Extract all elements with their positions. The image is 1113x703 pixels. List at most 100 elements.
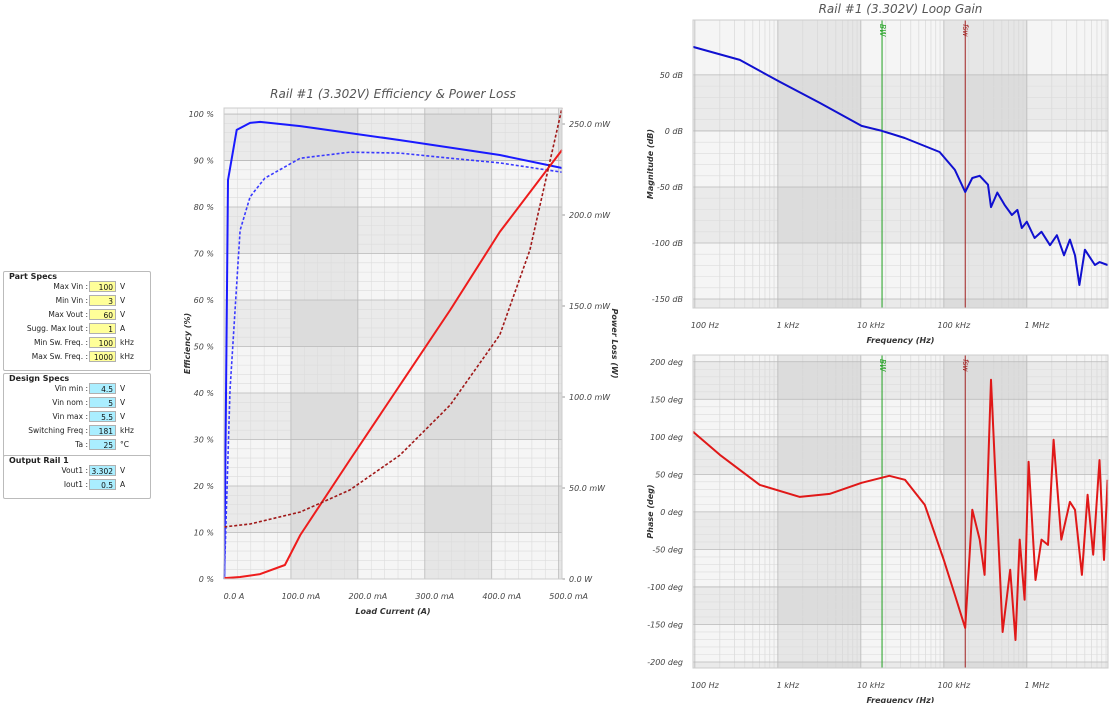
field-unit: V xyxy=(120,296,126,305)
y-tick-label: 200 deg xyxy=(650,358,683,367)
series-line xyxy=(223,120,563,580)
field-input[interactable]: 181 xyxy=(89,425,116,436)
field-input[interactable]: 5 xyxy=(89,397,116,408)
plot-frame xyxy=(692,19,1109,309)
field-label: Max Sw. Freq. : xyxy=(31,352,88,361)
x-axis-label: Frequency (Hz) xyxy=(867,696,935,703)
field-unit: kHz xyxy=(120,352,134,361)
field-unit: V xyxy=(120,412,126,421)
field-label: Switching Freq : xyxy=(28,426,88,435)
field-label: Iout1 : xyxy=(63,480,88,489)
chart-title: Rail #1 (3.302V) Efficiency & Power Loss xyxy=(270,87,516,101)
x-tick-label: 1 kHz xyxy=(777,681,800,690)
chart-title: Rail #1 (3.302V) Loop Gain xyxy=(819,2,983,16)
y-tick-label: 50 % xyxy=(194,343,214,352)
field-input[interactable]: 1000 xyxy=(89,351,116,362)
field-input[interactable]: 60 xyxy=(89,309,116,320)
y-tick-label: 0 dB xyxy=(665,127,683,136)
y2-tick-label: 200.0 mW xyxy=(569,211,611,220)
y-tick-label: 70 % xyxy=(194,250,214,259)
field-input[interactable]: 100 xyxy=(89,281,116,292)
band xyxy=(290,108,358,579)
y2-tick-label: 250.0 mW xyxy=(569,120,611,129)
field-input[interactable]: 5.5 xyxy=(89,411,116,422)
x-tick-label: 500.0 mA xyxy=(549,592,588,601)
band xyxy=(224,300,562,347)
series-line xyxy=(223,151,563,580)
marker-label: BW xyxy=(878,24,887,37)
field-label: Vout1 : xyxy=(61,466,88,475)
field-unit: A xyxy=(120,480,126,489)
field-unit: A xyxy=(120,324,126,333)
y-tick-label: -200 deg xyxy=(647,658,683,667)
x-tick-label: 100 Hz xyxy=(691,681,720,690)
series-line xyxy=(692,45,1108,286)
band xyxy=(224,207,562,254)
plot-background xyxy=(224,108,562,579)
y-tick-label: 10 % xyxy=(194,529,214,538)
field-input[interactable]: 0.5 xyxy=(89,479,116,490)
y-tick-label: 90 % xyxy=(194,157,214,166)
field-unit: V xyxy=(120,282,126,291)
field-label: Sugg. Max Iout : xyxy=(26,324,88,333)
series-line xyxy=(224,107,563,528)
x-tick-label: 10 kHz xyxy=(857,681,885,690)
x-tick-label: 100.0 mA xyxy=(282,592,321,601)
y-tick-label: 150 deg xyxy=(650,395,683,404)
field-label: Min Sw. Freq. : xyxy=(33,338,88,347)
field-unit: V xyxy=(120,384,126,393)
y-tick-label: -50 dB xyxy=(657,183,683,192)
x-tick-label: 100 Hz xyxy=(691,321,720,330)
spec-panel: Part Specs Max Vin :100 V Min Vin :3 V Max Vo… xyxy=(0,0,160,703)
field-input[interactable]: 25 xyxy=(89,439,116,450)
field-unit: V xyxy=(120,466,126,475)
field-input[interactable]: 100 xyxy=(89,337,116,348)
x-tick-label: 0.0 A xyxy=(224,592,245,601)
band xyxy=(777,20,861,308)
marker-label: fsw xyxy=(961,359,970,373)
y2-tick-label: 100.0 mW xyxy=(569,393,611,402)
group-title: Design Specs xyxy=(9,374,70,383)
x-tick-label: 100 kHz xyxy=(938,321,971,330)
y2-tick-label: 150.0 mW xyxy=(569,302,611,311)
x-tick-label: 1 MHz xyxy=(1024,321,1050,330)
series-line xyxy=(224,149,563,580)
field-label: Max Vin : xyxy=(53,282,88,291)
field-unit: °C xyxy=(120,440,129,449)
group-title: Output Rail 1 xyxy=(9,456,69,465)
y-tick-label: 20 % xyxy=(194,482,214,491)
field-input[interactable]: 3 xyxy=(89,295,116,306)
x-tick-label: 400.0 mA xyxy=(482,592,521,601)
band xyxy=(558,108,562,579)
series-line xyxy=(692,378,1109,641)
y-tick-label: 0 % xyxy=(199,575,214,584)
spec-group: Part Specs Max Vin :100 V Min Vin :3 V Max Vo… xyxy=(3,271,151,371)
y-tick-label: 50 dB xyxy=(660,71,683,80)
y-tick-label: 30 % xyxy=(194,436,214,445)
x-tick-label: 10 kHz xyxy=(857,321,885,330)
x-axis-label: Load Current (A) xyxy=(355,607,430,616)
field-label: Ta : xyxy=(75,440,88,449)
field-input[interactable]: 1 xyxy=(89,323,116,334)
x-tick-label: 200.0 mA xyxy=(349,592,388,601)
y-axis-label: Phase (deg) xyxy=(646,484,655,538)
field-input[interactable]: 3.302 xyxy=(89,465,116,476)
y-tick-label: -100 deg xyxy=(647,583,683,592)
y-tick-label: 100 % xyxy=(189,110,214,119)
plot-frame xyxy=(692,354,1109,669)
y2-axis-label: Power Loss (W) xyxy=(610,309,619,379)
y-tick-label: -150 dB xyxy=(652,295,683,304)
y-axis-label: Magnitude (dB) xyxy=(646,129,655,199)
plot-frame xyxy=(223,107,563,580)
band xyxy=(224,486,562,533)
y-tick-label: -50 deg xyxy=(652,545,683,554)
field-unit: V xyxy=(120,310,126,319)
field-input[interactable]: 4.5 xyxy=(89,383,116,394)
spec-group: Output Rail 1 Vout1 :3.302 V Iout1 :0.5 A xyxy=(3,455,151,499)
field-unit: V xyxy=(120,398,126,407)
band xyxy=(424,108,492,579)
field-label: Vin nom : xyxy=(52,398,88,407)
y2-tick-label: 0.0 W xyxy=(569,575,593,584)
band xyxy=(943,20,1027,308)
